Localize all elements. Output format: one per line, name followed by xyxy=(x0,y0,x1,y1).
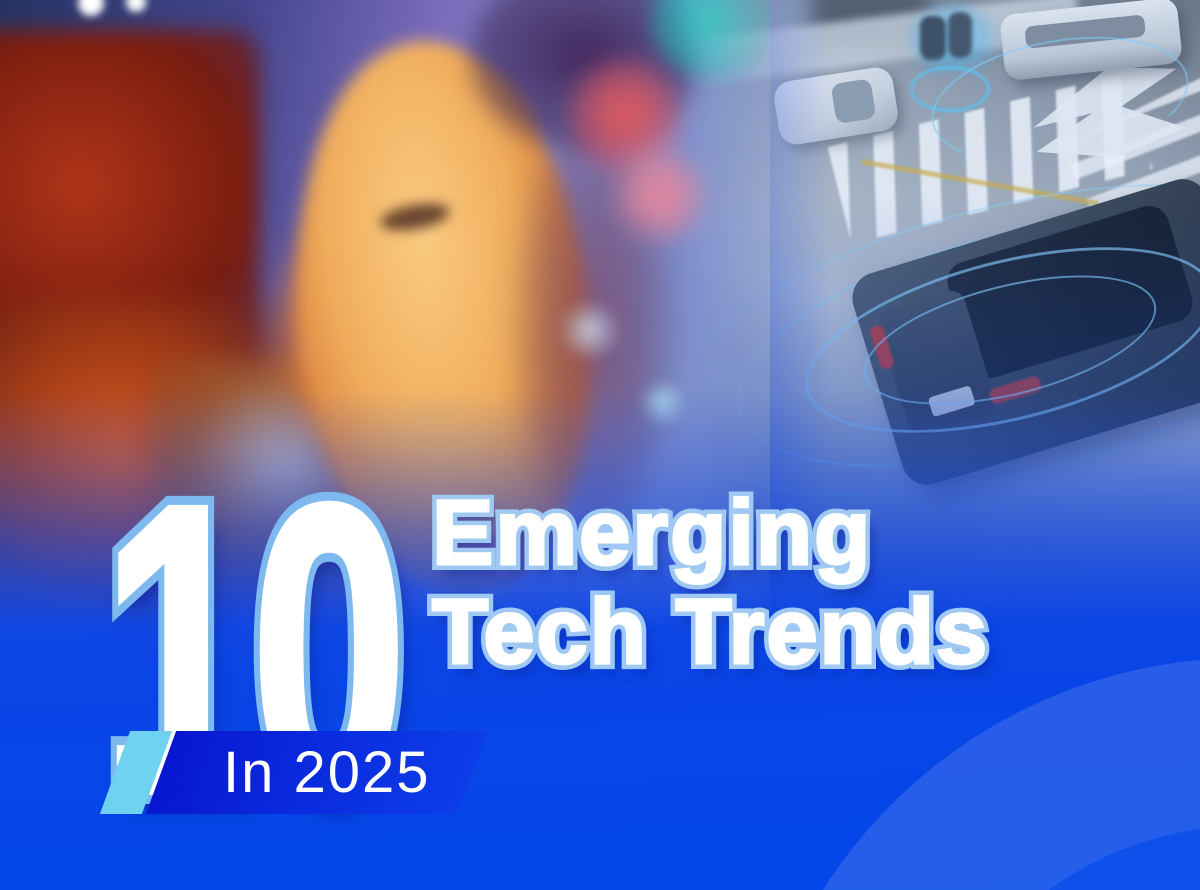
ai-cyborg-woman-image xyxy=(0,0,770,650)
decorative-ring xyxy=(745,658,1200,890)
headline-line-1: Emerging Emerging xyxy=(426,478,876,589)
blue-tint-overlay xyxy=(680,0,1200,650)
headline-line-1-fill: Emerging xyxy=(430,482,873,584)
sparkle-light xyxy=(126,0,146,12)
subtitle-band: In 2025 xyxy=(145,731,489,814)
self-driving-car-image xyxy=(680,0,1200,650)
subtitle-banner: In 2025 xyxy=(99,731,725,814)
subtitle-text: In 2025 xyxy=(223,740,431,805)
blue-bokeh-light xyxy=(640,380,686,426)
lips-shape xyxy=(450,535,530,573)
blue-bokeh-light xyxy=(560,300,620,360)
sparkle-light xyxy=(78,0,104,16)
photo-collage xyxy=(0,0,1200,650)
headline-line-2-outline: Tech Trends xyxy=(426,577,993,688)
headline-line-1-outline: Emerging xyxy=(426,478,876,589)
headline-line-2: Tech Trends Tech Trends xyxy=(426,577,993,688)
headline-line-2-fill: Tech Trends xyxy=(430,581,990,683)
headline: Emerging Emerging Tech Trends Tech Trend… xyxy=(426,478,1200,688)
